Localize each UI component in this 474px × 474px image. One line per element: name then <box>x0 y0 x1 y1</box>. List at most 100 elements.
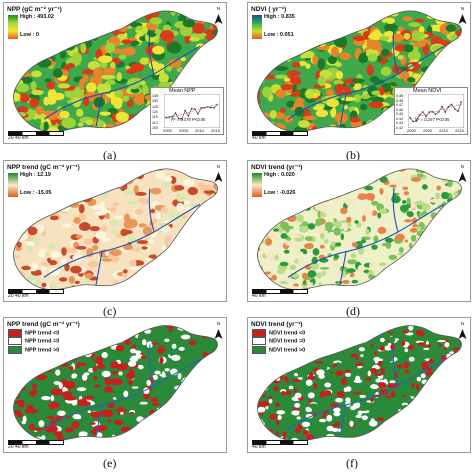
panel-caption-label: (e) <box>103 456 117 470</box>
panel-caption-label: (a) <box>103 148 117 162</box>
legend-category: NDVI trend <0 <box>252 329 305 337</box>
north-arrow-icon: N <box>458 164 467 187</box>
legend-category-label: NPP trend <0 <box>25 330 60 337</box>
inset-y-tick: 0.45 <box>396 112 403 117</box>
north-arrow-glyph <box>214 14 223 24</box>
river-lines <box>287 344 445 437</box>
region-outline <box>257 10 462 133</box>
legend-category-label: NDVI trend >0 <box>269 347 306 354</box>
inset-x-tick: 2010 <box>195 128 204 133</box>
inset-y-tick: 0.44 <box>396 116 403 121</box>
inset-y-tick: 130 <box>152 99 158 104</box>
legend-swatch <box>8 337 22 346</box>
inset-y-tick: 0.42 <box>396 126 403 130</box>
legend-low-label: Low : -0.026 <box>264 189 296 196</box>
scale-label: 40 km <box>252 135 266 141</box>
inset-x-tick: 2015 <box>211 128 220 133</box>
scale-bar <box>252 440 308 445</box>
study-area-map <box>13 325 218 442</box>
scale-label: 20 40 km <box>8 135 29 141</box>
color-ramp <box>252 173 262 197</box>
map-panel-b: NDVI ( yr⁻¹) High : 0.835 Low : 0.051 N 40 k… <box>247 2 471 144</box>
inset-y-tick: 135 <box>152 94 158 98</box>
inset-x-tick: 2000 <box>407 128 416 133</box>
scale-label: 20 40 km <box>8 293 29 299</box>
map-frame: NPP trend (gC m⁻² yr⁻¹) NPP trend <0 NPP t… <box>3 317 227 453</box>
map-panel-a: NPP (gC m⁻² yr⁻¹) High : 493.02 Low : 0 N 20… <box>3 2 227 144</box>
legend-title: NDVI trend (yr⁻¹) <box>251 164 303 171</box>
map-frame: NPP trend (gC m⁻² yr⁻¹) High : 12.19 Low :… <box>3 160 227 302</box>
legend-title: NDVI trend (yr⁻¹) <box>251 321 303 328</box>
north-arrow-icon: N <box>214 321 223 344</box>
study-area-map <box>13 168 218 291</box>
legend-high-label: High : 493.02 <box>20 14 54 20</box>
legend-category: NPP trend <0 <box>8 329 59 337</box>
study-area-map <box>257 325 462 442</box>
north-arrow-icon: N <box>214 164 223 187</box>
legend-swatch <box>8 345 22 354</box>
map-frame: NDVI trend (yr⁻¹) NDVI trend <0 NDVI trend… <box>247 317 471 453</box>
map-panel-d: NDVI trend (yr⁻¹) High : 0.020 Low : -0.02… <box>247 160 471 302</box>
scale-bar <box>8 131 64 136</box>
inset-y-tick: 0.46 <box>396 107 403 112</box>
inset-y-tick: 0.48 <box>396 98 403 103</box>
legend-category-label: NPP trend =0 <box>25 338 60 345</box>
legend-high-label: High : 0.835 <box>264 14 295 20</box>
legend-title: NPP (gC m⁻² yr⁻¹) <box>7 6 62 13</box>
map-legend: High : 493.02 Low : 0 <box>8 14 54 39</box>
legend-swatch <box>8 329 22 337</box>
inset-y-tick: 110 <box>152 120 158 125</box>
river-lines <box>43 344 201 437</box>
panel-caption-label: (c) <box>103 304 117 318</box>
legend-low-label: Low : -15.05 <box>20 189 52 196</box>
map-legend: NPP trend <0 NPP trend =0 NPP trend >0 <box>8 329 59 354</box>
scale-label: 40 km <box>252 444 266 450</box>
river-lines <box>287 30 445 128</box>
inset-y-tick: 105 <box>152 126 158 130</box>
inset-x-tick: 2000 <box>163 128 172 133</box>
study-area-map <box>257 168 462 291</box>
legend-low-label: Low : 0 <box>20 31 39 38</box>
inset-y-tick: 115 <box>152 115 158 120</box>
color-ramp <box>252 15 262 39</box>
legend-low-label: Low : 0.051 <box>264 31 294 38</box>
inset-y-tick: 0.49 <box>396 94 403 98</box>
legend-high-label: High : 12.19 <box>20 172 51 178</box>
map-frame: NDVI ( yr⁻¹) High : 0.835 Low : 0.051 N 40 k… <box>247 2 471 144</box>
inset-x-tick: 2005 <box>423 128 432 133</box>
legend-category-label: NDVI trend <0 <box>269 330 306 337</box>
inset-x-tick: 2010 <box>439 128 448 133</box>
inset-series <box>164 94 220 128</box>
inset-trend-plot: Mean NDVI 0.49 0.48 0.47 0.46 0.45 0.44 0.43 0.4… <box>394 87 468 135</box>
legend-category: NPP trend =0 <box>8 337 60 346</box>
north-arrow-glyph <box>458 14 467 24</box>
scale-bar <box>252 289 308 294</box>
legend-title: NDVI ( yr⁻¹) <box>251 6 287 13</box>
scale-label: 40 km <box>252 293 266 299</box>
legend-category: NDVI trend =0 <box>252 337 305 346</box>
map-frame: NDVI trend (yr⁻¹) High : 0.020 Low : -0.02… <box>247 160 471 302</box>
north-letter: N <box>460 321 465 326</box>
north-arrow-icon: N <box>458 321 467 344</box>
inset-trend-plot: Mean NPP 135 130 125 120 115 110 105 2000 2005 201… <box>150 87 224 135</box>
map-panel-f: NDVI trend (yr⁻¹) NDVI trend <0 NDVI trend… <box>247 317 471 453</box>
inset-y-tick: 120 <box>152 110 158 114</box>
inset-y-tick: 0.47 <box>396 103 403 108</box>
inset-title: Mean NDVI <box>413 88 442 94</box>
legend-category: NPP trend >0 <box>8 345 59 354</box>
north-arrow-icon: N <box>458 6 467 29</box>
inset-title: Mean NPP <box>169 88 196 94</box>
inset-y-tick: 125 <box>152 104 158 109</box>
scale-bar <box>8 440 64 445</box>
panel-caption-label: (f) <box>346 456 358 470</box>
inset-regression-stat: R² = 0.378 P<0.05 <box>171 117 206 122</box>
map-frame: NPP (gC m⁻² yr⁻¹) High : 493.02 Low : 0 N 20… <box>3 2 227 144</box>
north-arrow-icon: N <box>214 6 223 29</box>
legend-high-label: High : 0.020 <box>264 172 295 178</box>
inset-x-tick: 2015 <box>455 128 464 133</box>
panel-caption-label: (d) <box>346 304 360 318</box>
map-panel-c: NPP trend (gC m⁻² yr⁻¹) High : 12.19 Low :… <box>3 160 227 302</box>
inset-y-tick: 0.43 <box>396 121 403 126</box>
river-lines <box>287 188 445 286</box>
north-letter: N <box>460 6 465 11</box>
